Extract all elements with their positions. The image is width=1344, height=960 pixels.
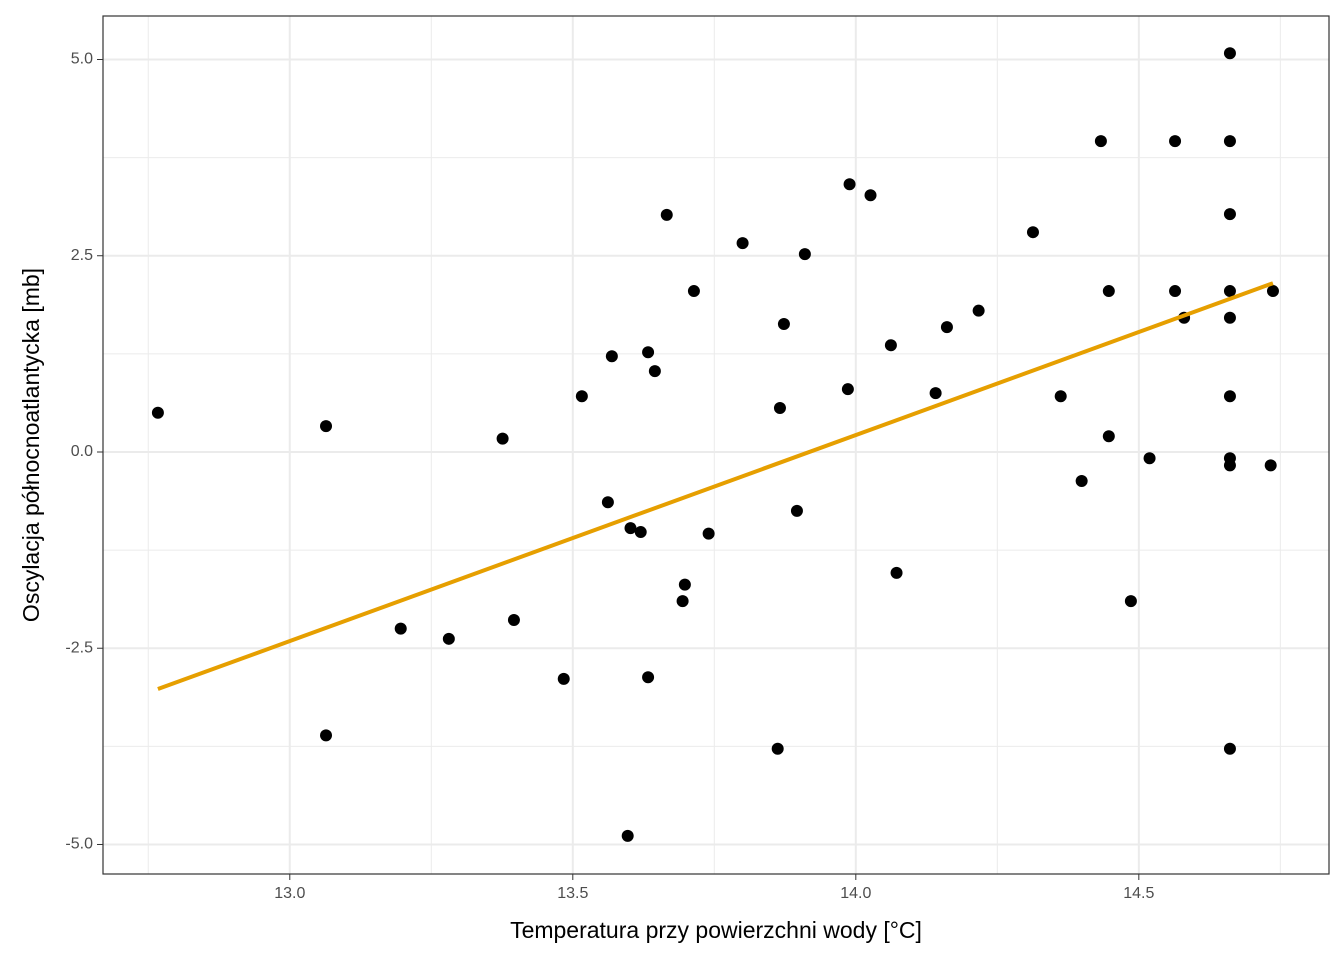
fit-line xyxy=(157,281,1274,691)
x-axis-title: Temperatura przy powierzchni wody [°C] xyxy=(510,917,922,943)
point xyxy=(1094,135,1107,148)
point xyxy=(676,595,689,608)
point xyxy=(1223,47,1236,60)
point xyxy=(771,742,784,755)
point xyxy=(642,346,655,359)
point xyxy=(1223,459,1236,472)
point xyxy=(605,350,618,363)
point xyxy=(864,189,877,202)
point xyxy=(320,420,333,433)
point xyxy=(1266,285,1279,298)
x-tick-label: 13.5 xyxy=(557,885,588,902)
point xyxy=(1026,226,1039,239)
point xyxy=(1264,459,1277,472)
y-axis-title: Oscylacja północnoatlantycka [mb] xyxy=(18,268,44,622)
point xyxy=(777,318,790,331)
point xyxy=(648,365,661,378)
point xyxy=(496,432,509,445)
x-tick-label: 14.5 xyxy=(1123,885,1154,902)
point xyxy=(557,672,570,685)
point xyxy=(442,632,455,645)
point xyxy=(1223,390,1236,403)
point xyxy=(320,729,333,742)
point xyxy=(601,496,614,509)
point xyxy=(773,402,786,415)
point xyxy=(736,237,749,250)
plot-border xyxy=(102,15,1330,875)
point xyxy=(1143,452,1156,465)
point xyxy=(642,671,655,684)
point xyxy=(1124,595,1137,608)
point xyxy=(1054,390,1067,403)
y-tick-label: 0.0 xyxy=(71,443,93,460)
point xyxy=(843,178,856,191)
point xyxy=(1223,135,1236,148)
point xyxy=(790,504,803,517)
y-tick-label: -5.0 xyxy=(65,836,93,853)
point xyxy=(575,390,588,403)
point xyxy=(1102,430,1115,443)
point xyxy=(151,406,164,419)
point xyxy=(1102,285,1115,298)
point xyxy=(624,522,637,535)
point xyxy=(1169,285,1182,298)
point xyxy=(972,304,985,317)
point xyxy=(702,527,715,540)
point xyxy=(678,578,691,591)
point xyxy=(841,383,854,396)
point xyxy=(884,339,897,352)
point xyxy=(929,387,942,400)
point xyxy=(634,526,647,539)
point xyxy=(394,622,407,635)
y-tick-label: -2.5 xyxy=(65,639,93,656)
x-tick-label: 14.0 xyxy=(840,885,871,902)
x-tick-label: 13.0 xyxy=(274,885,305,902)
point xyxy=(890,566,903,579)
point xyxy=(1075,475,1088,488)
point xyxy=(1223,311,1236,324)
point xyxy=(940,321,953,334)
point xyxy=(687,285,700,298)
y-tick-label: 5.0 xyxy=(71,51,93,68)
point xyxy=(1223,285,1236,298)
point xyxy=(621,829,634,842)
point xyxy=(660,208,673,221)
y-tick-label: 2.5 xyxy=(71,247,93,264)
point xyxy=(507,613,520,626)
point xyxy=(798,248,811,261)
point xyxy=(1169,135,1182,148)
point xyxy=(1223,742,1236,755)
point xyxy=(1223,208,1236,221)
